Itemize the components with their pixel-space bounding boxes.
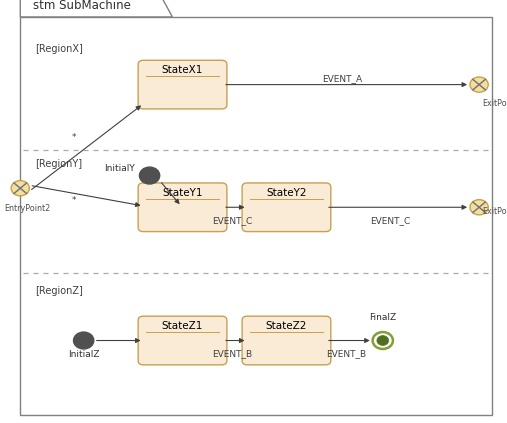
Circle shape	[139, 167, 160, 184]
Text: EVENT_B: EVENT_B	[325, 349, 366, 359]
Text: StateY1: StateY1	[162, 188, 203, 198]
Text: EntryPoint2: EntryPoint2	[4, 204, 50, 213]
Text: StateZ2: StateZ2	[266, 321, 307, 331]
Circle shape	[470, 200, 488, 215]
Circle shape	[373, 332, 393, 349]
Text: ExitPoint3: ExitPoint3	[483, 207, 507, 216]
Circle shape	[11, 181, 29, 196]
Text: InitialY: InitialY	[104, 164, 134, 173]
Text: StateZ1: StateZ1	[162, 321, 203, 331]
Text: ExitPoint2: ExitPoint2	[483, 99, 507, 108]
Text: EVENT_C: EVENT_C	[370, 216, 411, 225]
Text: *: *	[71, 133, 76, 142]
Circle shape	[470, 77, 488, 92]
Text: stm SubMachine: stm SubMachine	[33, 0, 131, 12]
Text: StateX1: StateX1	[162, 66, 203, 75]
FancyBboxPatch shape	[20, 17, 492, 415]
FancyBboxPatch shape	[242, 183, 331, 232]
Text: StateY2: StateY2	[266, 188, 307, 198]
Text: [RegionX]: [RegionX]	[35, 44, 83, 55]
Text: InitialZ: InitialZ	[68, 350, 99, 359]
FancyBboxPatch shape	[242, 316, 331, 365]
FancyBboxPatch shape	[138, 316, 227, 365]
Text: [RegionY]: [RegionY]	[35, 159, 83, 169]
Text: EVENT_B: EVENT_B	[212, 349, 252, 359]
Circle shape	[377, 335, 389, 346]
Text: *: *	[71, 195, 76, 205]
Text: EVENT_C: EVENT_C	[212, 216, 252, 225]
FancyBboxPatch shape	[138, 60, 227, 109]
FancyBboxPatch shape	[138, 183, 227, 232]
Circle shape	[74, 332, 94, 349]
Text: [RegionZ]: [RegionZ]	[35, 286, 83, 296]
Polygon shape	[20, 0, 172, 17]
Text: FinalZ: FinalZ	[369, 313, 396, 322]
Text: EVENT_A: EVENT_A	[322, 74, 363, 83]
